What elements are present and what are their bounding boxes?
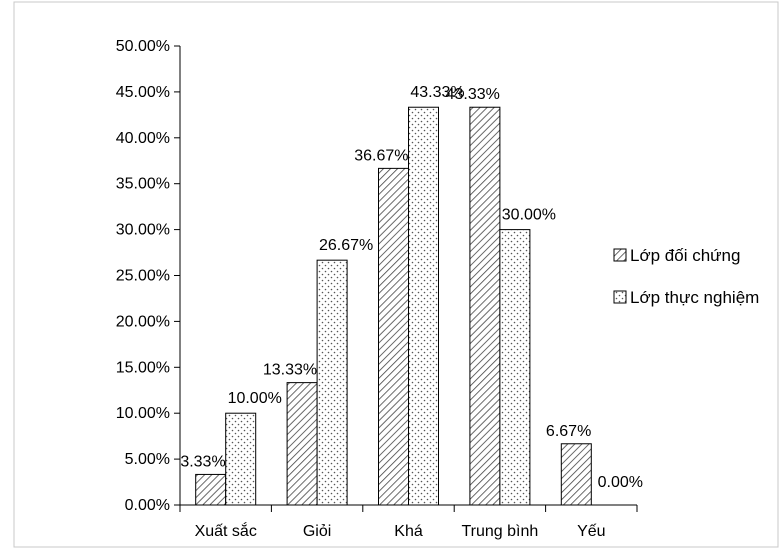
data-label: 6.67%: [546, 423, 591, 440]
y-tick-label: 45.00%: [116, 84, 170, 101]
bar-experimental: [408, 106, 439, 506]
x-category-label: Trung bình: [462, 523, 539, 540]
bar-control: [195, 473, 227, 506]
legend-label: Lớp đối chứng: [630, 246, 740, 265]
y-tick-label: 5.00%: [125, 451, 170, 468]
y-tick-label: 40.00%: [116, 130, 170, 147]
data-label: 36.67%: [354, 147, 408, 164]
x-category-label: Khá: [394, 523, 423, 540]
y-axis: 0.00% 5.00% 10.00% 15.00% 20.00% 25.00% 30.00%…: [116, 38, 181, 514]
data-label: 3.33%: [180, 453, 225, 470]
legend-swatch: [613, 248, 627, 262]
data-label: 30.00%: [502, 207, 556, 224]
legend-label: Lớp thực nghiệm: [630, 288, 759, 307]
y-tick-label: 30.00%: [116, 222, 170, 239]
bar-experimental: [499, 229, 531, 506]
bar-experimental: [225, 412, 257, 506]
data-label: 43.33%: [410, 84, 464, 101]
x-category-label: Yếu: [577, 523, 605, 540]
data-label: 43.33%: [446, 86, 500, 103]
y-tick-label: 50.00%: [116, 38, 170, 55]
y-tick-label: 15.00%: [116, 359, 170, 376]
y-tick-label: 25.00%: [116, 268, 170, 285]
data-label: 26.67%: [319, 237, 373, 254]
y-tick-label: 0.00%: [125, 497, 170, 514]
data-labels: 3.33% 13.33% 36.67% 43.33% 6.67% 10.00% 26.67%…: [180, 84, 643, 491]
bar-control: [560, 443, 592, 506]
data-label: 10.00%: [228, 390, 282, 407]
data-label: 13.33%: [263, 362, 317, 379]
bar-control: [286, 382, 318, 506]
legend-swatch: [613, 290, 627, 304]
x-category-label: Xuất sắc: [195, 521, 257, 540]
y-tick-label: 10.00%: [116, 405, 170, 422]
x-category-label: Giỏi: [303, 523, 331, 540]
legend: Lớp đối chứng Lớp thực nghiệm: [613, 246, 759, 307]
x-axis: Xuất sắc Giỏi Khá Trung bình Yếu: [179, 504, 638, 540]
bar-control: [378, 167, 409, 506]
bar-control: [469, 106, 501, 506]
bars: [195, 106, 592, 506]
y-tick-label: 20.00%: [116, 313, 170, 330]
data-label: 0.00%: [598, 474, 643, 491]
bar-experimental: [316, 259, 348, 506]
y-tick-label: 35.00%: [116, 176, 170, 193]
